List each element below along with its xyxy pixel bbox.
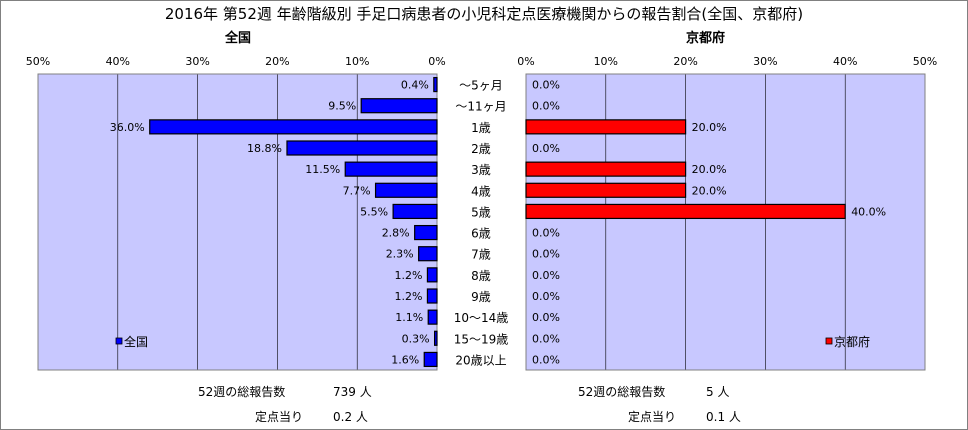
category-label: 1歳 (471, 121, 491, 135)
national-tick-label: 30% (185, 55, 209, 68)
national-data-label: 1.2% (394, 269, 422, 282)
kyoto-data-label: 0.0% (532, 227, 560, 240)
national-bar (426, 267, 438, 283)
national-per-value: 0.2 人 (333, 410, 368, 424)
national-data-label: 1.6% (391, 353, 419, 366)
national-data-label: 2.8% (382, 227, 410, 240)
national-data-label: 1.1% (395, 311, 423, 324)
category-label: 7歳 (471, 248, 491, 262)
kyoto-legend-swatch (825, 337, 833, 345)
national-data-label: 11.5% (305, 163, 340, 176)
national-tick-label: 40% (106, 55, 130, 68)
kyoto-plot-area (526, 74, 925, 370)
national-data-label: 7.7% (343, 184, 371, 197)
kyoto-data-label: 0.0% (532, 311, 560, 324)
national-legend-label: 全国 (124, 334, 148, 349)
kyoto-tick-label: 30% (753, 55, 777, 68)
kyoto-bar (525, 119, 687, 135)
national-bar (433, 76, 438, 93)
kyoto-tick-label: 50% (913, 55, 937, 68)
kyoto-plot-border (525, 73, 926, 371)
national-tick-label: 10% (345, 55, 369, 68)
national-total-value: 739 人 (333, 385, 372, 399)
national-bar (434, 330, 438, 346)
national-panel-label: 全国 (225, 31, 252, 46)
kyoto-data-label: 0.0% (532, 269, 560, 282)
national-bar (426, 288, 438, 304)
kyoto-data-label: 20.0% (692, 184, 727, 197)
national-total-label: 52週の総報告数 (198, 385, 286, 399)
national-bar (344, 161, 438, 177)
kyoto-tick-label: 0% (517, 55, 534, 68)
category-label: 9歳 (471, 290, 491, 304)
national-data-label: 18.8% (247, 142, 282, 155)
kyoto-total-label: 52週の総報告数 (578, 385, 666, 399)
national-bar (360, 98, 438, 114)
national-data-label: 2.3% (386, 248, 414, 261)
kyoto-data-label: 0.0% (532, 332, 560, 345)
kyoto-tick-label: 40% (833, 55, 857, 68)
national-data-label: 9.5% (328, 100, 356, 113)
category-label: 2歳 (471, 142, 491, 156)
kyoto-legend-label: 京都府 (834, 334, 870, 349)
category-label: 15〜19歳 (454, 332, 509, 346)
national-bar (418, 246, 438, 262)
national-data-label: 0.4% (401, 79, 429, 92)
national-plot-border (37, 73, 438, 371)
national-tick-label: 20% (265, 55, 289, 68)
national-bar (149, 119, 438, 135)
category-label: 4歳 (471, 184, 491, 198)
chart-title: 2016年 第52週 年齢階級別 手足口病患者の小児科定点医療機関からの報告割合… (164, 5, 804, 23)
kyoto-data-label: 0.0% (532, 100, 560, 113)
national-data-label: 5.5% (360, 205, 388, 218)
kyoto-data-label: 40.0% (851, 205, 886, 218)
national-per-label: 定点当り (255, 410, 304, 424)
category-label: 3歳 (471, 163, 491, 177)
kyoto-per-value: 0.1 人 (706, 410, 741, 424)
category-label: 20歳以上 (455, 353, 506, 367)
national-bar (374, 182, 438, 198)
national-bar (427, 309, 438, 325)
kyoto-bar (525, 161, 687, 177)
national-data-label: 0.3% (402, 332, 430, 345)
category-label: 〜11ヶ月 (455, 100, 506, 114)
national-bar (392, 203, 438, 220)
category-label: 6歳 (471, 227, 491, 241)
kyoto-data-label: 0.0% (532, 353, 560, 366)
kyoto-data-label: 0.0% (532, 79, 560, 92)
kyoto-bar (525, 182, 687, 198)
national-bar (414, 224, 438, 241)
category-label: 〜5ヶ月 (459, 79, 503, 93)
national-data-label: 36.0% (110, 121, 145, 134)
national-plot-area (38, 74, 437, 370)
national-data-label: 1.2% (394, 290, 422, 303)
category-label: 5歳 (471, 205, 491, 219)
kyoto-data-label: 20.0% (692, 121, 727, 134)
kyoto-bar (525, 203, 846, 220)
national-tick-label: 0% (428, 55, 445, 68)
kyoto-data-label: 20.0% (692, 163, 727, 176)
national-legend-swatch (115, 337, 123, 345)
kyoto-data-label: 0.0% (532, 248, 560, 261)
national-bar (423, 351, 438, 368)
national-bar (286, 140, 438, 156)
national-tick-label: 50% (26, 55, 50, 68)
kyoto-total-value: 5 人 (706, 385, 730, 399)
kyoto-tick-label: 10% (594, 55, 618, 68)
category-label: 8歳 (471, 269, 491, 283)
kyoto-tick-label: 20% (673, 55, 697, 68)
kyoto-panel-label: 京都府 (686, 31, 726, 46)
kyoto-per-label: 定点当り (628, 410, 677, 424)
kyoto-data-label: 0.0% (532, 290, 560, 303)
kyoto-data-label: 0.0% (532, 142, 560, 155)
category-label: 10〜14歳 (454, 311, 509, 325)
